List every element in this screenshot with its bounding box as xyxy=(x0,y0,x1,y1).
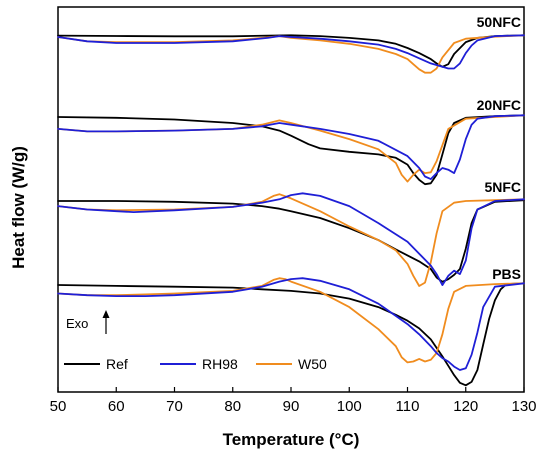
series-line-rh98 xyxy=(57,34,525,70)
x-tick-label: 110 xyxy=(396,398,420,415)
x-tick-label: 70 xyxy=(166,398,183,415)
curve-group-50nfc xyxy=(57,34,525,74)
exo-label: Exo xyxy=(66,316,88,331)
legend-label: Ref xyxy=(106,356,128,372)
x-axis-title: Temperature (°C) xyxy=(223,430,360,449)
group-label-pbs: PBS xyxy=(492,266,521,282)
plot-frame xyxy=(57,6,525,393)
x-tick-label: 50 xyxy=(50,398,67,415)
series-line-ref xyxy=(57,282,525,387)
series-line-ref xyxy=(57,34,525,68)
curve-group-pbs xyxy=(57,277,525,387)
x-tick-label: 60 xyxy=(108,398,125,415)
group-label-50nfc: 50NFC xyxy=(477,14,521,30)
curve-layer xyxy=(57,34,525,387)
group-label-5nfc: 5NFC xyxy=(484,179,521,195)
x-tick-label: 120 xyxy=(453,398,478,415)
y-axis-title: Heat flow (W/g) xyxy=(9,146,28,269)
group-labels: 50NFC 20NFC 5NFC PBS xyxy=(477,14,521,282)
curve-group-20nfc xyxy=(57,114,525,186)
series-line-ref xyxy=(57,199,525,283)
x-axis-ticks: 50 60 70 80 90 100 110 120 130 xyxy=(50,387,537,415)
series-line-w50 xyxy=(57,193,525,287)
legend-label: RH98 xyxy=(202,356,238,372)
series-line-w50 xyxy=(57,277,525,364)
x-tick-label: 130 xyxy=(511,398,536,415)
series-line-rh98 xyxy=(57,114,525,180)
x-tick-label: 90 xyxy=(283,398,300,415)
exo-arrow-head-icon xyxy=(102,310,110,318)
x-tick-label: 80 xyxy=(224,398,241,415)
x-tick-label: 100 xyxy=(337,398,362,415)
legend-item-w50: W50 xyxy=(256,356,327,372)
legend-item-ref: Ref xyxy=(64,356,128,372)
legend: Ref RH98 W50 xyxy=(64,356,327,372)
legend-label: W50 xyxy=(298,356,327,372)
group-label-20nfc: 20NFC xyxy=(477,97,521,113)
series-line-rh98 xyxy=(57,277,525,371)
curve-group-5nfc xyxy=(57,192,525,287)
exo-annotation: Exo xyxy=(66,310,110,334)
legend-item-rh98: RH98 xyxy=(160,356,238,372)
series-line-rh98 xyxy=(57,192,525,286)
